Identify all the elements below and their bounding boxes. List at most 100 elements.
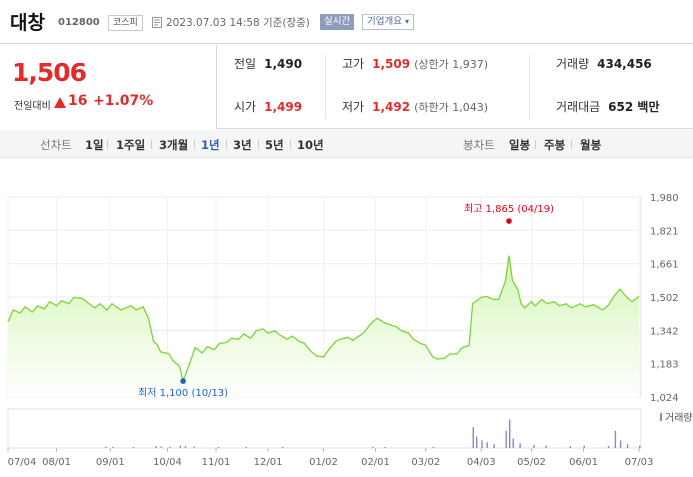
x-tick-label: 12/01 xyxy=(254,457,283,468)
x-tick-label: 06/01 xyxy=(569,457,598,468)
y-tick-label: 1,183 xyxy=(650,360,679,371)
amount-value: 652 백만 xyxy=(608,100,660,114)
chart-toolbar: 선차트 1일 1주일 3개월 1년 3년 5년 10년 봉차트 일봉 주봉 월봉 xyxy=(0,130,693,158)
stock-name: 대창 xyxy=(10,12,45,34)
clock-icon xyxy=(152,17,162,28)
low-label: 저가 xyxy=(342,100,365,114)
volume-label: 거래량 xyxy=(556,57,590,71)
volume-bar xyxy=(583,445,585,448)
high-annotation: 최고 1,865 (04/19) xyxy=(464,203,554,215)
volume-bar xyxy=(155,446,157,448)
volume-bar xyxy=(184,446,187,448)
volume-bar xyxy=(112,447,114,448)
low-cell: 저가 1,492 (하한가 1,043) xyxy=(342,98,488,118)
volume-bar xyxy=(476,436,478,448)
volume-bar xyxy=(132,447,135,448)
period-10y[interactable]: 10년 xyxy=(297,138,324,152)
y-tick-label: 1,502 xyxy=(650,293,679,304)
price-change: 16 xyxy=(68,93,88,109)
x-tick-label: 04/03 xyxy=(467,457,496,468)
period-1y[interactable]: 1년 xyxy=(201,138,220,152)
x-tick-label: 11/01 xyxy=(202,457,231,468)
high-marker xyxy=(506,218,512,224)
volume-area xyxy=(7,408,642,449)
x-tick-label: 09/01 xyxy=(96,457,125,468)
low-marker xyxy=(180,378,186,384)
x-tick-label: 07/03 xyxy=(625,457,654,468)
volume-bar xyxy=(481,440,483,448)
period-3m[interactable]: 3개월 xyxy=(159,138,189,152)
volume-bar xyxy=(639,445,641,448)
volume-bar xyxy=(372,446,374,448)
volume-bar xyxy=(486,442,488,448)
x-tick-label: 07/04 xyxy=(8,457,37,468)
volume-bar xyxy=(512,438,514,448)
x-tick-label: 02/01 xyxy=(361,457,390,468)
x-tick-label: 05/02 xyxy=(517,457,546,468)
volume-bar xyxy=(179,445,181,448)
volume-cell: 거래량 434,456 xyxy=(556,55,652,75)
candle-daily[interactable]: 일봉 xyxy=(509,138,531,152)
open-label: 시가 xyxy=(234,100,257,114)
y-tick-label: 1,024 xyxy=(650,393,679,404)
separator xyxy=(571,140,572,149)
quote-summary: 1,506 전일대비 16 +1.07% 전일 1,490 고가 1,509 (… xyxy=(0,45,693,129)
volume-bars xyxy=(105,419,641,448)
x-tick-label: 01/02 xyxy=(309,457,338,468)
volume-bar xyxy=(160,446,162,448)
high-value: 1,509 xyxy=(372,57,411,71)
high-cell: 고가 1,509 (상한가 1,937) xyxy=(342,55,488,75)
volume-legend-swatch xyxy=(660,413,662,421)
prev-close-label: 전일 xyxy=(234,57,257,71)
y-axis: 1,980 1,821 1,661 1,502 1,342 1,183 1,024 xyxy=(650,193,679,404)
stock-header: 대창 012800 코스피 2023.07.03 14:58 기준(장중) 실시… xyxy=(0,0,693,44)
company-info-label: 기업개요 xyxy=(367,16,402,27)
volume-legend: 거래량 xyxy=(665,412,693,424)
up-arrow-icon xyxy=(54,97,66,108)
candle-weekly[interactable]: 주봉 xyxy=(544,138,566,152)
low-value: 1,492 xyxy=(372,100,411,114)
upper-limit: (상한가 1,937) xyxy=(414,58,488,71)
separator xyxy=(290,140,291,149)
volume-bar xyxy=(193,446,195,448)
realtime-button[interactable]: 실시간 xyxy=(320,14,355,30)
period-5y[interactable]: 5년 xyxy=(265,138,284,152)
extreme-markers: 최고 1,865 (04/19) 최저 1,100 (10/13) xyxy=(138,203,554,399)
price-area xyxy=(8,255,639,397)
volume-bar xyxy=(569,446,572,448)
volume-bar xyxy=(105,446,107,448)
volume-bar xyxy=(509,419,511,448)
y-tick-label: 1,342 xyxy=(650,326,679,337)
volume-bar xyxy=(493,444,495,448)
volume-bar xyxy=(217,447,220,448)
prev-change-label: 전일대비 xyxy=(14,101,51,112)
x-tick-label: 08/01 xyxy=(42,457,71,468)
company-info-dropdown[interactable]: 기업개요 ▾ xyxy=(362,14,415,30)
volume-bar xyxy=(545,445,547,448)
volume-bar xyxy=(619,440,622,448)
separator xyxy=(535,140,536,149)
volume-bar xyxy=(626,444,629,448)
prev-close-cell: 전일 1,490 xyxy=(234,55,302,75)
period-1d[interactable]: 1일 xyxy=(85,138,104,152)
volume-value: 434,456 xyxy=(597,57,652,71)
volume-bar xyxy=(281,447,284,448)
y-tick-label: 1,821 xyxy=(650,226,679,237)
price-line xyxy=(7,255,640,384)
price-box: 1,506 전일대비 16 +1.07% xyxy=(0,45,217,129)
low-annotation: 최저 1,100 (10/13) xyxy=(138,387,228,399)
market-badge: 코스피 xyxy=(108,15,143,31)
amount-label: 거래대금 xyxy=(556,100,601,114)
x-tick-label: 03/02 xyxy=(411,457,440,468)
period-1w[interactable]: 1주일 xyxy=(116,138,146,152)
period-3y[interactable]: 3년 xyxy=(233,138,252,152)
candle-monthly[interactable]: 월봉 xyxy=(580,138,602,152)
current-price: 1,506 xyxy=(12,58,87,87)
chevron-down-icon: ▾ xyxy=(405,17,410,26)
x-tick-label: 10/04 xyxy=(153,457,182,468)
quote-datetime: 2023.07.03 14:58 기준(장중) xyxy=(166,17,310,29)
x-axis: 07/04 08/01 09/01 10/04 11/01 12/01 01/02 02/01… xyxy=(7,448,654,468)
volume-bar xyxy=(533,445,535,448)
quote-table: 전일 1,490 고가 1,509 (상한가 1,937) 거래량 434,45… xyxy=(218,45,693,129)
